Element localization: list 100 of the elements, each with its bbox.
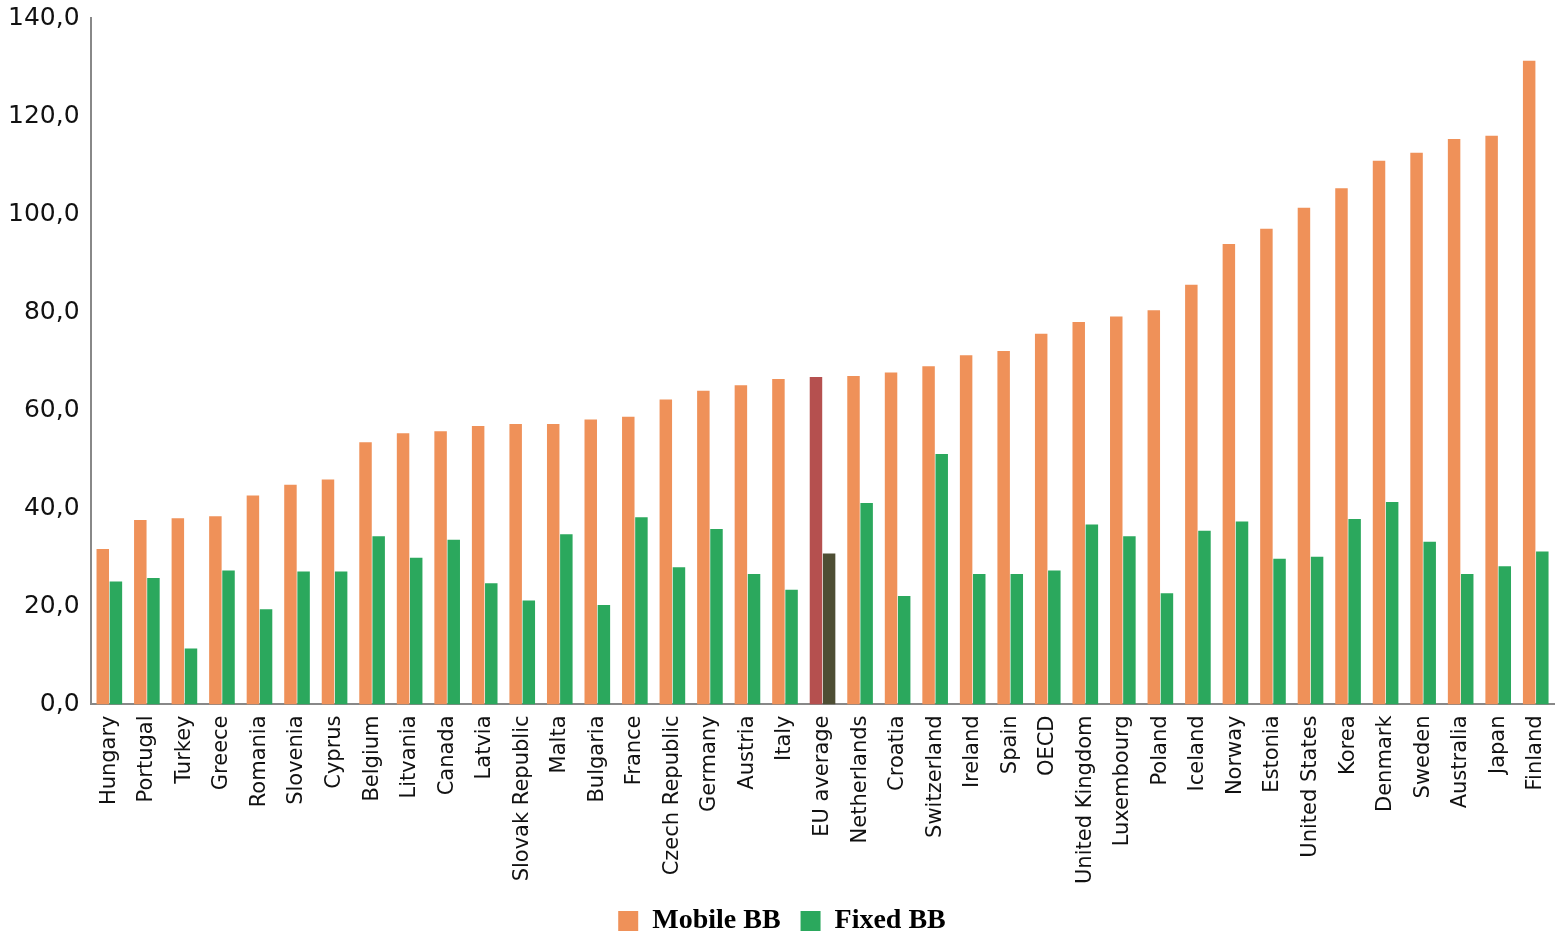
x-tick-label: Portugal (133, 715, 158, 803)
bar (334, 571, 348, 705)
bar (1522, 60, 1536, 705)
bar (822, 553, 836, 705)
bar (734, 385, 748, 705)
x-tick-label: France (621, 715, 646, 786)
bar (321, 479, 335, 705)
x-tick-label: Japan (1484, 715, 1509, 777)
x-tick-label: Canada (433, 715, 458, 796)
bar (809, 376, 823, 705)
bar (1110, 316, 1123, 705)
bar (284, 484, 297, 705)
bar (1385, 501, 1399, 705)
bar (747, 574, 761, 705)
bar (1185, 284, 1198, 705)
x-tick-label: Sweden (1409, 715, 1434, 799)
x-tick-label: Croatia (884, 715, 909, 791)
bar (222, 570, 235, 705)
bar (997, 350, 1010, 705)
bar (1147, 310, 1161, 705)
bar (710, 528, 723, 705)
bar (973, 574, 986, 705)
bar (372, 536, 385, 705)
bar (246, 495, 260, 705)
bar (884, 372, 898, 705)
bar (471, 425, 485, 705)
x-tick-label: Korea (1334, 715, 1359, 775)
y-tick-label: 100,0 (7, 197, 80, 227)
x-tick-label: Iceland (1184, 715, 1209, 792)
bar (1536, 551, 1549, 705)
x-tick-label: Denmark (1372, 714, 1397, 812)
bar (597, 604, 611, 705)
bar (1460, 574, 1474, 705)
bar (922, 366, 935, 705)
bar (209, 516, 222, 705)
bar (1447, 139, 1461, 705)
bar (1235, 521, 1249, 705)
x-tick-label: Switzerland (921, 715, 946, 838)
bar (697, 390, 710, 705)
bar (147, 577, 160, 705)
x-tick-label: Czech Republic (658, 715, 683, 876)
x-tick-label: Bulgaria (583, 715, 608, 803)
bar (1273, 558, 1286, 705)
x-tick-label: Australia (1447, 715, 1472, 809)
x-tick-label: EU average (808, 715, 833, 837)
bar (659, 399, 673, 705)
bar (1498, 566, 1512, 705)
x-tick-label: Germany (696, 715, 721, 812)
x-tick-label: Cyprus (321, 715, 346, 789)
bar (1010, 574, 1024, 705)
x-tick-label: Latvia (471, 715, 496, 780)
bar (772, 378, 785, 705)
bar (96, 549, 110, 705)
bar (847, 375, 860, 705)
bar (259, 609, 273, 705)
bar (109, 581, 123, 705)
x-tick-label: Slovak Republic (508, 715, 533, 882)
legend-label: Fixed BB (834, 903, 946, 935)
x-tick-label: United States (1296, 715, 1321, 858)
bar (171, 518, 185, 705)
bar (134, 520, 147, 705)
bar (1335, 188, 1348, 705)
bar (959, 355, 973, 705)
bar (1485, 135, 1498, 705)
bar (1348, 519, 1361, 705)
x-tick-label: Austria (733, 715, 758, 790)
y-tick-label: 20,0 (23, 589, 80, 619)
bar (522, 600, 536, 705)
bar (1048, 570, 1061, 705)
bar (635, 517, 648, 705)
bar (297, 571, 310, 705)
x-tick-label: Malta (546, 715, 571, 774)
y-tick-label: 140,0 (7, 1, 80, 31)
y-tick-label: 40,0 (23, 491, 80, 521)
bar (485, 583, 498, 705)
legend-label: Mobile BB (652, 903, 781, 935)
y-tick-label: 120,0 (7, 99, 80, 129)
bar (1372, 160, 1386, 705)
x-tick-label: Poland (1146, 715, 1171, 786)
bar (1034, 333, 1048, 705)
x-tick-label: Norway (1221, 715, 1246, 796)
bar (622, 416, 635, 705)
bar (1410, 152, 1423, 705)
bar (897, 596, 911, 705)
bar (409, 557, 423, 705)
bar (1072, 322, 1085, 705)
bar (447, 539, 460, 705)
bar (935, 453, 948, 705)
bar (359, 442, 372, 705)
bar (1260, 228, 1273, 705)
x-tick-label: Belgium (358, 715, 383, 802)
bar (1222, 244, 1236, 705)
x-tick-label: OECD (1034, 715, 1059, 777)
bar (1123, 536, 1136, 705)
bar (1198, 530, 1211, 705)
bar (509, 423, 522, 705)
bar (546, 423, 560, 705)
x-tick-label: Litvania (396, 715, 421, 799)
bar (434, 431, 447, 705)
x-tick-label: Slovenia (283, 715, 308, 805)
